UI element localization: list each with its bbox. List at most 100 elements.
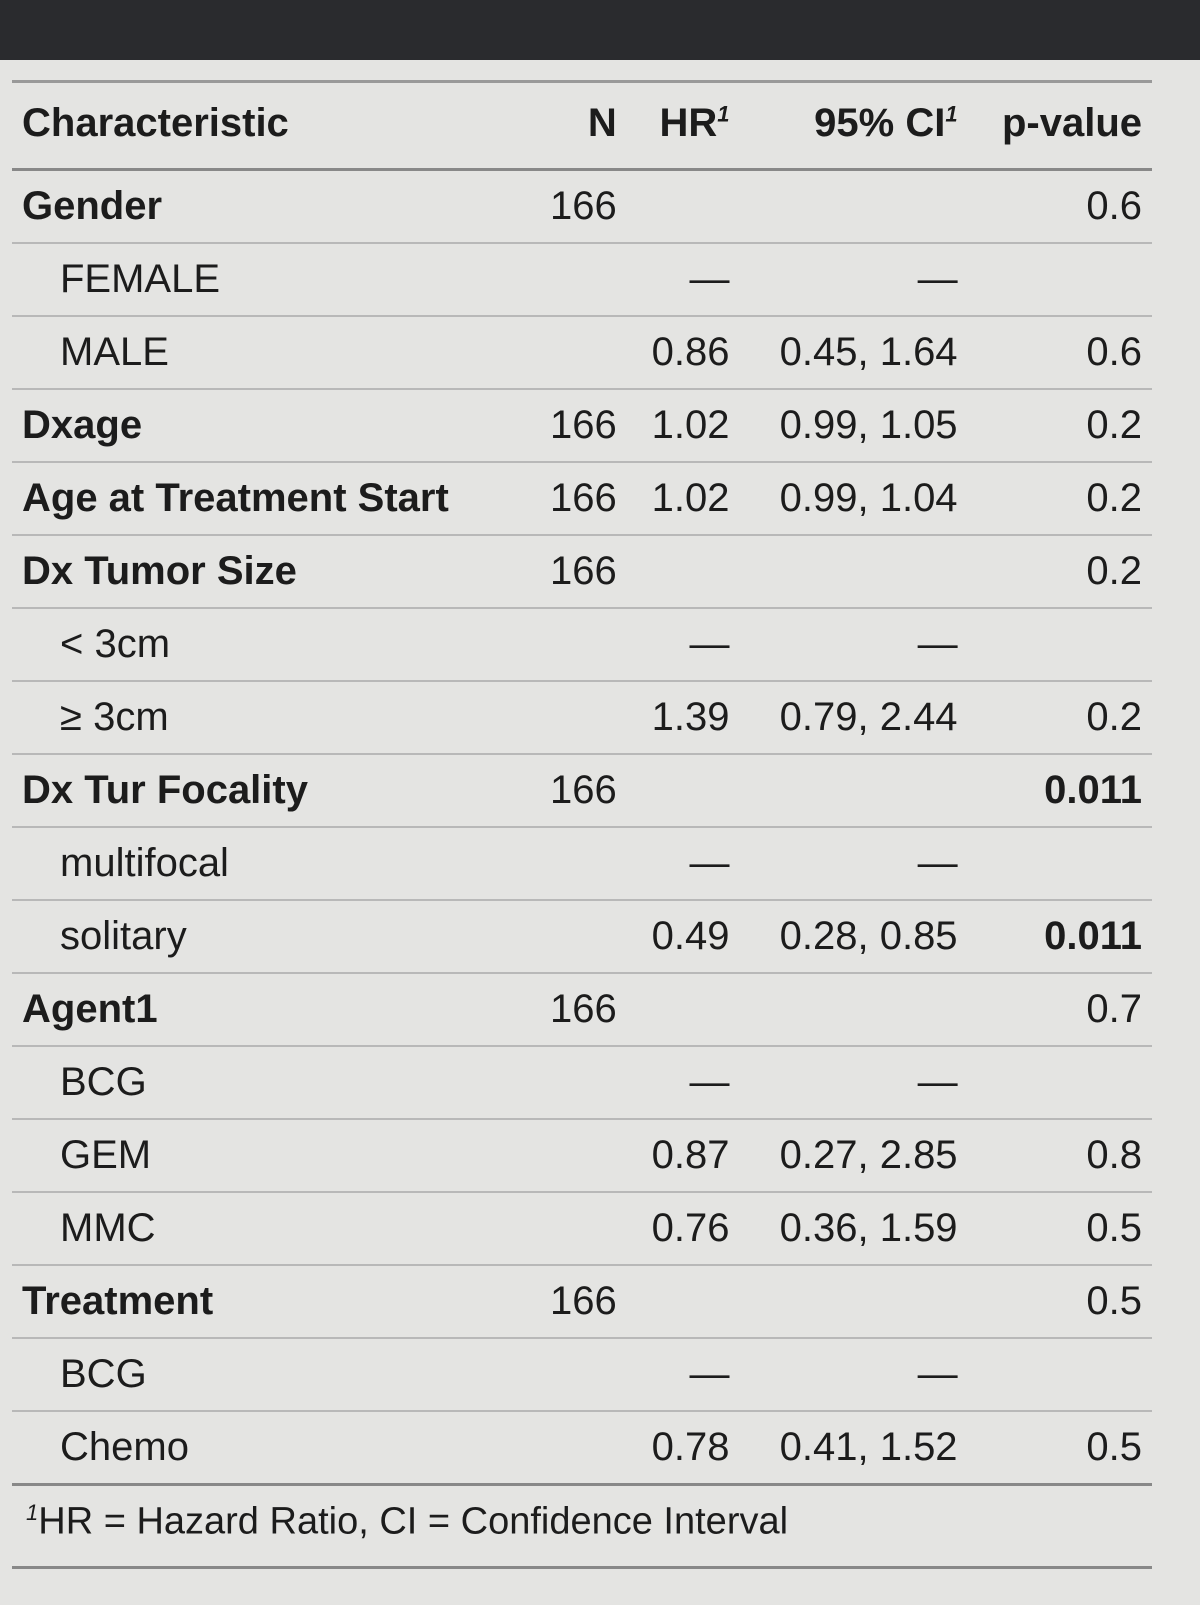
- cell: 0.5: [967, 1192, 1152, 1266]
- cell: —: [739, 608, 968, 682]
- table-row: MMC 0.76 0.36, 1.59 0.5: [12, 1192, 1152, 1266]
- cell: —: [626, 1338, 740, 1412]
- cell: 0.99, 1.04: [739, 462, 968, 536]
- row-label: Agent1: [12, 973, 527, 1047]
- cell: 166: [526, 1265, 627, 1339]
- footnote-mark: 1: [717, 101, 730, 127]
- cell: [526, 1338, 627, 1412]
- cell: [967, 1046, 1152, 1120]
- row-label: solitary: [12, 900, 527, 974]
- cell: 166: [526, 535, 627, 609]
- cell: —: [626, 243, 740, 317]
- cell: —: [739, 1046, 968, 1120]
- row-label: Age at Treatment Start: [12, 462, 527, 536]
- cell: 0.87: [626, 1119, 740, 1193]
- cell: 0.79, 2.44: [739, 681, 968, 755]
- table-row: Age at Treatment Start 166 1.02 0.99, 1.04 0…: [12, 462, 1152, 536]
- cell: 0.6: [967, 169, 1152, 244]
- cell: 0.5: [967, 1411, 1152, 1486]
- cell: 166: [526, 973, 627, 1047]
- cell: 0.36, 1.59: [739, 1192, 968, 1266]
- cell: [739, 1265, 968, 1339]
- cell: [526, 900, 627, 974]
- cell: 1.39: [626, 681, 740, 755]
- cell: 0.8: [967, 1119, 1152, 1193]
- cell: 0.76: [626, 1192, 740, 1266]
- cell: [526, 1411, 627, 1486]
- table-row: GEM 0.87 0.27, 2.85 0.8: [12, 1119, 1152, 1193]
- cell: 1.02: [626, 389, 740, 463]
- cell: [739, 973, 968, 1047]
- cell: 0.2: [967, 462, 1152, 536]
- column-label: 95% CI: [814, 101, 946, 145]
- row-label: Dx Tumor Size: [12, 535, 527, 609]
- cell: [526, 1046, 627, 1120]
- row-label: GEM: [12, 1119, 527, 1193]
- cell: [739, 754, 968, 828]
- footnote: 1HR = Hazard Ratio, CI = Confidence Inte…: [12, 1486, 1152, 1569]
- cell: [526, 1119, 627, 1193]
- row-label: Treatment: [12, 1265, 527, 1339]
- cell: [526, 681, 627, 755]
- row-label: Dxage: [12, 389, 527, 463]
- column-label: Characteristic: [22, 101, 289, 145]
- cell: 0.28, 0.85: [739, 900, 968, 974]
- column-header: Characteristic: [12, 80, 527, 171]
- cell: 0.011: [967, 754, 1152, 828]
- cell: 0.99, 1.05: [739, 389, 968, 463]
- row-label: Dx Tur Focality: [12, 754, 527, 828]
- cell: [526, 243, 627, 317]
- footnote-mark: 1: [945, 101, 958, 127]
- row-label: < 3cm: [12, 608, 527, 682]
- regression-table: Characteristic N HR1 95% CI1 p-value Gender 1…: [12, 80, 1152, 1486]
- cell: 0.7: [967, 973, 1152, 1047]
- column-header: N: [526, 80, 627, 171]
- cell: 166: [526, 389, 627, 463]
- table-row: BCG — —: [12, 1046, 1152, 1120]
- row-label: BCG: [12, 1338, 527, 1412]
- cell: [967, 827, 1152, 901]
- table-row: ≥ 3cm 1.39 0.79, 2.44 0.2: [12, 681, 1152, 755]
- cell: 0.2: [967, 681, 1152, 755]
- cell: 0.6: [967, 316, 1152, 390]
- cell: —: [739, 243, 968, 317]
- cell: [626, 754, 740, 828]
- cell: 0.27, 2.85: [739, 1119, 968, 1193]
- cell: [967, 1338, 1152, 1412]
- cell: [526, 827, 627, 901]
- table-row: Chemo 0.78 0.41, 1.52 0.5: [12, 1411, 1152, 1486]
- table-container: Characteristic N HR1 95% CI1 p-value Gender 1…: [12, 80, 1152, 1569]
- column-header: p-value: [967, 80, 1152, 171]
- row-label: ≥ 3cm: [12, 681, 527, 755]
- row-label: Gender: [12, 169, 527, 244]
- table-row: BCG — —: [12, 1338, 1152, 1412]
- row-label: BCG: [12, 1046, 527, 1120]
- table-row: solitary 0.49 0.28, 0.85 0.011: [12, 900, 1152, 974]
- column-header: HR1: [626, 80, 740, 171]
- cell: 0.78: [626, 1411, 740, 1486]
- table-row: Treatment 166 0.5: [12, 1265, 1152, 1339]
- cell: 0.011: [967, 900, 1152, 974]
- cell: [739, 169, 968, 244]
- column-label: HR: [659, 101, 718, 145]
- column-label: p-value: [1001, 101, 1142, 145]
- cell: —: [626, 608, 740, 682]
- column-label: N: [587, 101, 617, 145]
- cell: 0.5: [967, 1265, 1152, 1339]
- cell: —: [626, 1046, 740, 1120]
- row-label: multifocal: [12, 827, 527, 901]
- cell: 166: [526, 462, 627, 536]
- cell: [626, 973, 740, 1047]
- cell: [526, 316, 627, 390]
- header-row: Characteristic N HR1 95% CI1 p-value: [12, 80, 1152, 171]
- cell: [967, 608, 1152, 682]
- cell: [626, 1265, 740, 1339]
- cell: 0.41, 1.52: [739, 1411, 968, 1486]
- table-row: Dx Tur Focality 166 0.011: [12, 754, 1152, 828]
- table-row: < 3cm — —: [12, 608, 1152, 682]
- cell: —: [626, 827, 740, 901]
- table-row: multifocal — —: [12, 827, 1152, 901]
- cell: 0.86: [626, 316, 740, 390]
- cell: —: [739, 1338, 968, 1412]
